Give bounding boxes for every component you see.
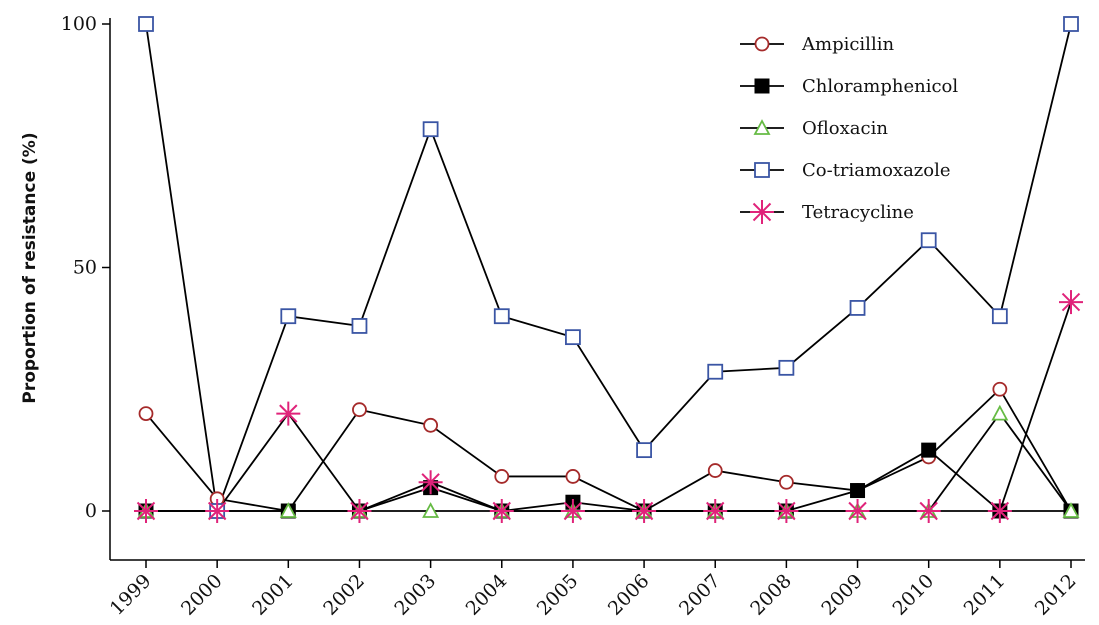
x-tick-label: 2011 <box>960 570 1010 620</box>
point-ampicillin <box>494 469 510 484</box>
x-tick-label: 2009 <box>817 570 867 620</box>
point-tetracycline <box>774 499 799 523</box>
point-tetracycline <box>987 499 1012 523</box>
legend-marker-tetracycline <box>750 200 774 224</box>
x-tick-label: 2012 <box>1031 570 1081 620</box>
axes: 0 50 100 1999 2000 2001 2002 2003 2004 2005 2006 20… <box>61 13 1085 620</box>
point-co-triamoxazole <box>351 318 368 334</box>
legend-label: Co-triamoxazole <box>802 160 951 181</box>
point-ampicillin <box>565 469 581 484</box>
x-tick-label: 2008 <box>746 570 796 620</box>
point-ampicillin <box>778 474 794 490</box>
legend-label: Ampicillin <box>801 34 894 55</box>
point-tetracycline <box>632 499 657 523</box>
point-tetracycline <box>347 499 372 523</box>
point-chloramphenicol <box>921 442 937 458</box>
legend: Ampicillin Chloramphenicol Ofloxacin Co-tri… <box>740 34 958 224</box>
point-ofloxacin <box>279 502 297 518</box>
legend-label: Tetracycline <box>802 202 914 223</box>
point-tetracycline <box>845 499 870 523</box>
x-tick-label: 2006 <box>604 570 654 620</box>
x-tick-label: 2005 <box>533 570 583 620</box>
point-ampicillin <box>992 381 1008 397</box>
point-co-triamoxazole <box>138 16 154 32</box>
point-ofloxacin <box>991 404 1009 421</box>
y-tick-label: 100 <box>61 13 97 35</box>
point-co-triamoxazole <box>991 308 1008 325</box>
point-co-triamoxazole <box>1063 16 1079 32</box>
legend-item-ofloxacin: Ofloxacin <box>740 118 888 139</box>
point-tetracycline <box>205 499 230 523</box>
point-co-triamoxazole <box>778 359 795 376</box>
point-co-triamoxazole <box>280 308 297 325</box>
point-ampicillin <box>707 463 723 478</box>
legend-marker-co-triamoxazole <box>754 162 770 178</box>
series-lines <box>145 23 1072 513</box>
point-ampicillin <box>423 417 439 433</box>
legend-item-co-triamoxazole: Co-triamoxazole <box>740 160 951 181</box>
x-tick-label: 2004 <box>462 570 512 620</box>
x-tick-label: 2001 <box>248 570 298 620</box>
x-tick-label: 2003 <box>390 570 440 620</box>
y-axis-title: Proportion of resistance (%) <box>20 132 40 403</box>
legend-item-tetracycline: Tetracycline <box>740 200 914 224</box>
point-co-triamoxazole <box>707 363 724 380</box>
x-tick-label: 1999 <box>106 570 156 620</box>
x-tick-label: 2007 <box>675 570 725 620</box>
series-markers <box>134 16 1083 523</box>
point-tetracycline <box>134 499 158 523</box>
point-tetracycline <box>489 499 514 523</box>
legend-marker-chloramphenicol <box>754 78 770 94</box>
point-co-triamoxazole <box>493 308 510 325</box>
legend-label: Ofloxacin <box>802 118 888 139</box>
point-tetracycline <box>1059 290 1083 315</box>
series-line-ampicillin <box>145 387 1072 513</box>
point-tetracycline <box>560 499 585 523</box>
legend-marker-ofloxacin <box>753 119 771 135</box>
point-tetracycline <box>916 499 941 523</box>
y-tick-label: 0 <box>85 500 97 522</box>
legend-marker-ampicillin <box>754 36 770 52</box>
point-co-triamoxazole <box>422 121 439 138</box>
y-tick-label: 50 <box>73 257 97 279</box>
point-tetracycline <box>418 470 443 495</box>
x-tick-label: 2010 <box>888 570 938 620</box>
point-co-triamoxazole <box>849 300 866 316</box>
series-line-co-triamoxazole <box>145 23 1072 512</box>
point-ampicillin <box>138 406 154 422</box>
legend-label: Chloramphenicol <box>802 76 958 97</box>
legend-item-ampicillin: Ampicillin <box>740 34 894 55</box>
point-chloramphenicol <box>850 483 866 499</box>
point-co-triamoxazole <box>565 329 581 346</box>
point-co-triamoxazole <box>636 442 652 459</box>
x-tick-label: 2002 <box>319 570 369 620</box>
point-co-triamoxazole <box>920 232 937 249</box>
legend-item-chloramphenicol: Chloramphenicol <box>740 76 958 97</box>
series-line-tetracycline <box>146 301 1072 513</box>
point-tetracycline <box>703 499 728 523</box>
point-tetracycline <box>276 401 301 426</box>
point-ofloxacin <box>422 502 440 518</box>
point-ampicillin <box>352 402 367 418</box>
x-tick-label: 2000 <box>177 570 227 620</box>
point-ofloxacin <box>1062 502 1080 518</box>
